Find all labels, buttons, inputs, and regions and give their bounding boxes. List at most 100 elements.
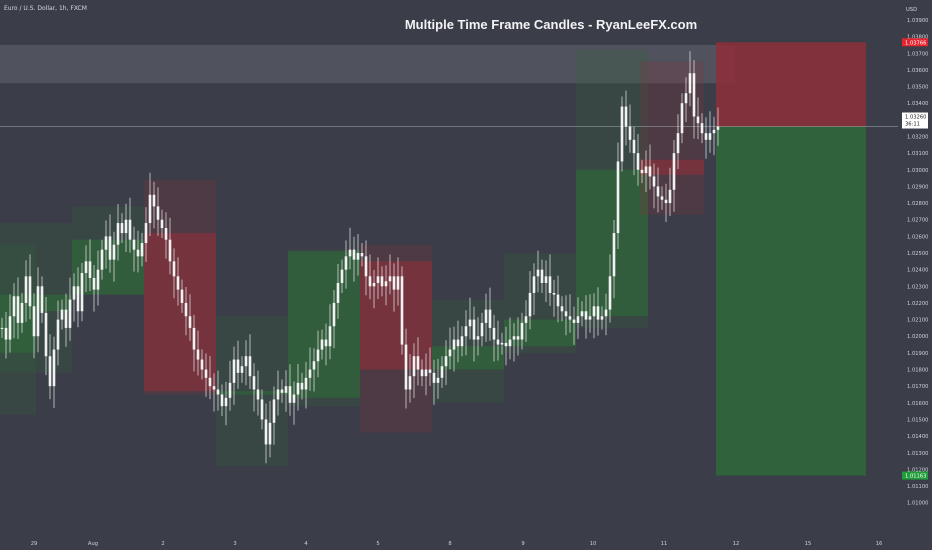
ltf-candle-body — [704, 133, 708, 140]
current-price-tag-text: 1.03260 — [905, 115, 926, 121]
x-tick-label: 3 — [233, 541, 236, 547]
ltf-candle-body — [244, 356, 248, 367]
ltf-candle-body — [480, 322, 484, 337]
ltf-candle-body — [564, 311, 568, 317]
ltf-candle-body — [108, 236, 112, 260]
ltf-candle-body — [620, 106, 624, 162]
ltf-candle-body — [60, 309, 64, 320]
ltf-candle-body — [132, 239, 136, 250]
ltf-candle-body — [184, 302, 188, 317]
htf-bull-body — [216, 391, 288, 395]
ltf-candle-body — [548, 276, 552, 293]
ltf-candle-body — [212, 386, 216, 390]
ltf-candle-body — [392, 276, 396, 290]
ltf-candle-body — [692, 73, 696, 117]
ltf-candle-body — [220, 394, 224, 407]
y-tick-label: 1.03900 — [907, 18, 928, 24]
ltf-candle-body — [532, 276, 536, 293]
ltf-candle-body — [476, 336, 480, 340]
ltf-candle-body — [4, 327, 8, 340]
take-profit-tag — [902, 471, 928, 480]
x-tick-label: 10 — [590, 541, 597, 547]
ltf-candle-body — [604, 309, 608, 317]
ltf-candle-body — [152, 194, 156, 207]
ltf-candle-body — [124, 219, 128, 234]
ltf-candle-body — [236, 359, 240, 373]
ltf-candle-body — [148, 194, 152, 224]
y-tick-label: 1.01900 — [907, 351, 928, 357]
ltf-candle-body — [32, 306, 36, 337]
stop-loss-tag — [902, 38, 928, 47]
ltf-candle-body — [204, 369, 208, 378]
ltf-candle-body — [196, 349, 200, 360]
ltf-candle-body — [328, 326, 332, 347]
y-tick-label: 1.02000 — [907, 334, 928, 340]
ltf-candle-body — [240, 366, 244, 373]
ltf-candle-body — [576, 316, 580, 323]
ltf-candle-body — [300, 382, 304, 390]
x-tick-label: 16 — [876, 541, 883, 547]
ltf-candle-body — [276, 389, 280, 400]
y-tick-label: 1.01400 — [907, 434, 928, 440]
ltf-candle-body — [72, 286, 76, 300]
ltf-candle-body — [340, 269, 344, 283]
ltf-candle-body — [24, 276, 28, 303]
ltf-candle-body — [452, 339, 456, 350]
ltf-candle-body — [52, 349, 56, 387]
ltf-candle-body — [44, 312, 48, 357]
ltf-candle-body — [436, 377, 440, 383]
ltf-candle-body — [264, 419, 268, 445]
htf-bull-body — [72, 239, 144, 295]
x-tick-label: 4 — [304, 541, 308, 547]
ltf-candle-body — [248, 356, 252, 377]
ltf-candle-body — [636, 153, 640, 170]
ltf-candle-body — [652, 176, 656, 187]
ltf-candle-body — [416, 356, 420, 370]
x-tick-label: 29 — [31, 541, 38, 547]
ltf-candle-body — [492, 327, 496, 340]
take-profit-zone — [716, 126, 866, 476]
ltf-candle-body — [380, 276, 384, 287]
ltf-candle-body — [624, 106, 628, 127]
ltf-candle-body — [660, 196, 664, 200]
htf-bear-body — [360, 261, 432, 370]
ltf-candle-body — [440, 366, 444, 378]
ltf-candle-body — [160, 219, 164, 229]
ltf-candle-body — [520, 322, 524, 340]
ltf-candle-body — [260, 399, 264, 420]
ltf-candle-body — [472, 319, 476, 340]
ltf-candle-body — [156, 206, 160, 220]
y-tick-label: 1.02300 — [907, 284, 928, 290]
ltf-candle-body — [508, 339, 512, 347]
ltf-candle-body — [712, 129, 716, 134]
ltf-candle-body — [284, 386, 288, 393]
ltf-candle-body — [484, 309, 488, 323]
y-tick-label: 1.03400 — [907, 101, 928, 107]
countdown-tag-text: 36:11 — [905, 122, 920, 128]
ltf-candle-body — [584, 311, 588, 320]
ltf-candle-body — [252, 376, 256, 390]
x-tick-label: 5 — [376, 541, 379, 547]
ltf-candle-body — [104, 236, 108, 250]
ltf-candle-body — [388, 276, 392, 282]
current-price-tag — [902, 112, 928, 129]
stop-loss-zone — [716, 42, 866, 127]
ltf-candle-body — [200, 359, 204, 370]
y-tick-label: 1.03800 — [907, 35, 928, 41]
ltf-candle-body — [424, 369, 428, 377]
ltf-candle-body — [48, 356, 52, 387]
ltf-candle-body — [588, 316, 592, 320]
htf-bull-body — [504, 319, 576, 347]
ltf-candle-body — [312, 361, 316, 370]
ltf-candle-body — [560, 306, 564, 312]
ltf-candle-body — [528, 292, 532, 317]
ltf-candle-body — [216, 389, 220, 395]
ltf-candle-body — [176, 276, 180, 290]
ltf-candle-body — [68, 299, 72, 328]
y-tick-label: 1.03100 — [907, 151, 928, 157]
ltf-candle-body — [544, 276, 548, 283]
ltf-candle-body — [696, 116, 700, 124]
ltf-candle-body — [668, 189, 672, 204]
y-tick-label: 1.01700 — [907, 384, 928, 390]
